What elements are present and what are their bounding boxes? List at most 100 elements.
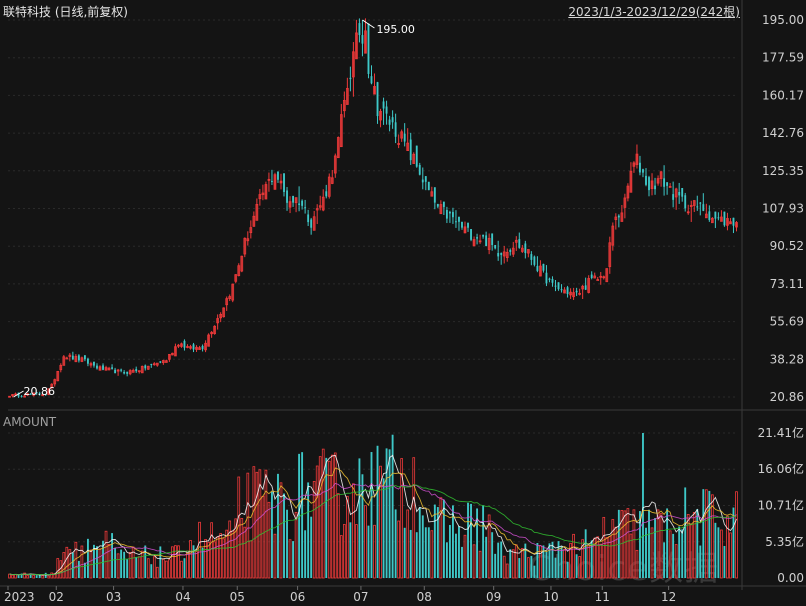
candle-body [186,346,189,348]
candle-body [617,215,620,218]
candle-body [520,247,524,252]
candle-body [252,215,256,227]
candle-body [397,143,400,145]
amount-bar [557,541,560,578]
candle-body [452,212,454,218]
amount-bar [668,530,672,579]
candle-body [566,287,569,295]
amount-bar [520,548,524,579]
candle-body [575,290,578,293]
candle-body [463,226,467,234]
price-tick-label: 20.86 [770,390,804,404]
candle-body [659,171,663,179]
candle-body [379,110,382,121]
candle-body [689,205,693,207]
amount-bar [723,545,726,578]
amount-bar [204,539,207,579]
candle-body [102,365,104,370]
amount-bar [418,507,421,578]
x-tick-label: 03 [106,590,121,604]
candle-body [123,372,126,374]
amount-bar [704,489,708,579]
price-tick-label: 107.93 [762,202,804,216]
amount-bar [584,529,587,578]
low-annotation-line [13,390,24,398]
amount-bar [83,562,86,578]
candle-body [279,180,283,184]
amount-bar [729,532,732,579]
amount-bar [533,565,536,578]
candle-body [80,357,84,362]
candle-body [83,355,86,360]
candle-body [373,86,376,95]
amount-bar [367,525,370,578]
candle-body [59,364,63,371]
amount-bar [183,558,186,578]
amount-bar [436,507,439,578]
candle-body [162,360,165,364]
amount-ma-10-line [9,467,737,576]
candle-body [71,355,74,360]
amount-bar [542,545,545,578]
x-tick-label: 02 [49,590,64,604]
amount-bar [310,516,313,578]
amount-bar [397,520,400,579]
candle-body [403,133,406,142]
candle-body [666,182,669,186]
amount-bar [524,543,527,578]
amount-bar [364,505,367,579]
candle-body [635,153,639,165]
candle-body [654,185,656,190]
amount-bar [400,458,403,579]
amount-bar [47,575,51,579]
amount-bar [168,559,171,579]
amount-bar [635,549,639,579]
amount-bar [258,469,262,579]
candle-body [29,393,32,395]
amount-bar [355,524,358,579]
amount-tick-label: 5.35亿 [765,534,804,549]
amount-bar [195,551,198,579]
candle-body [514,239,518,243]
candle-body [545,272,548,284]
amount-bar [623,510,627,579]
candle-body [445,209,448,219]
amount-bar [514,544,518,579]
price-tick-label: 177.59 [762,51,804,65]
amount-bar [575,554,578,578]
amount-bar [650,527,654,579]
candle-body [267,178,271,181]
amount-bar [732,507,735,578]
amount-bar [424,527,427,578]
date-range-link[interactable]: 2023/1/3-2023/12/29(242根) [568,5,740,19]
candle-body [726,218,729,226]
amount-bar [388,449,391,578]
candle-body [152,363,156,366]
candle-body [183,340,186,348]
candle-body [485,235,488,246]
amount-bar [17,575,20,578]
amount-bar [539,545,542,579]
high-annotation: 195.00 [376,23,415,36]
amount-bar [339,535,343,579]
amount-bar [114,547,117,578]
amount-bar [180,560,183,579]
amount-bars-layer [8,433,738,579]
candle-body [23,395,26,398]
amount-bar [361,474,364,578]
candle-body [234,274,238,282]
candle-body [165,360,168,363]
amount-bar [720,529,723,579]
candle-body [277,171,279,180]
candle-body [298,203,301,205]
candle-body [343,99,346,112]
candle-body [327,176,331,197]
candle-body [231,283,235,301]
amount-bar [699,545,702,578]
amount-bar [639,511,641,578]
amount-tick-label: 10.71亿 [758,497,804,512]
candle-body [361,35,364,44]
price-tick-label: 73.11 [770,277,804,291]
amount-bar [327,460,331,579]
